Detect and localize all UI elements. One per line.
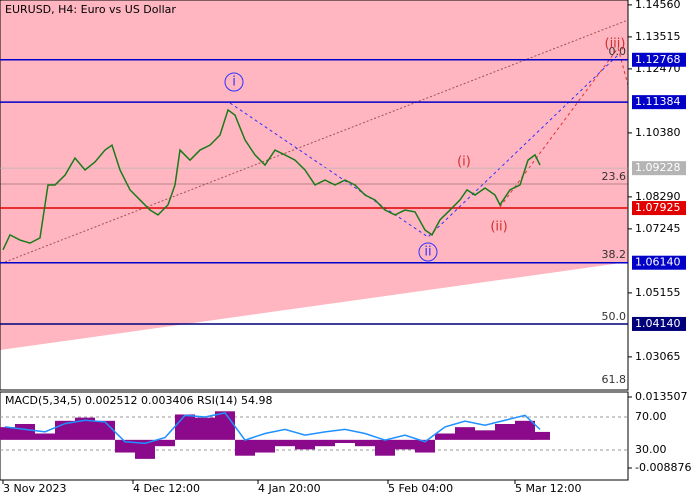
wave-circle [418,242,438,262]
level-label: 1.11384 [635,95,681,108]
macd-bar [335,439,355,444]
level-label: 1.06140 [635,256,681,269]
macd-bar [215,411,235,440]
macd-bar [275,439,295,447]
y-tick-label: 1.05155 [635,286,681,299]
macd-bar [355,439,375,447]
macd-bar [155,439,175,447]
level-label: 1.12768 [635,53,681,66]
macd-bar [395,439,415,450]
level-label-bg [632,201,686,216]
macd-bar [495,423,515,440]
wave-path [229,54,619,238]
macd-bar [195,417,215,440]
price-line [2,108,541,251]
level-label: 1.04140 [635,317,681,330]
y-tick-label: 1.10380 [635,126,681,139]
x-tick-label: 5 Mar 12:00 [515,482,581,495]
y-tick-label: 1.14560 [635,0,681,11]
y-tick-label: 1.08290 [635,190,681,203]
level-label-bg [632,255,686,270]
plot-frame [0,0,629,391]
y-tick-label: 1.07245 [635,222,681,235]
macd-bar [315,439,335,447]
rsi-line [4,412,541,445]
x-tick-label: 5 Feb 04:00 [388,482,453,495]
macd-bar [15,423,35,440]
level-label-bg [632,95,686,110]
x-tick-label: 3 Nov 2023 [3,482,66,495]
y-tick-label: -0.008876 [635,461,691,474]
wave-label: (ii) [490,220,507,235]
y-tick-label: 0.013507 [635,390,688,403]
chart-title: EURUSD, H4: Euro vs US Dollar [5,3,176,16]
macd-bar [235,439,255,456]
fib-label: 23.6 [602,170,627,183]
macd-bar [135,439,155,459]
macd-bar [255,439,275,453]
level-label: 1.09228 [635,161,681,174]
wave-label: (i) [457,155,471,170]
macd-bar [295,439,315,450]
level-label-bg [632,161,686,176]
macd-bar [95,420,115,440]
macd-bar [0,427,15,440]
macd-bar [35,433,55,440]
macd-bar [415,439,435,453]
fib-label: 0.0 [609,45,627,58]
wave-label: i [232,75,236,90]
wave-path [499,46,629,208]
macd-bar [175,414,195,440]
fib-zone [0,262,628,390]
fib-label: 38.2 [602,248,627,261]
y-tick-label: 1.13515 [635,30,681,43]
wave-label: (iii) [605,37,626,52]
y2-tick-label: 30.00 [635,443,667,456]
wave-circle [224,72,244,92]
macd-bar [475,430,495,440]
x-tick-label: 4 Dec 12:00 [133,482,200,495]
y-tick-label: 1.03065 [635,350,681,363]
indicator-label: MACD(5,34,5) 0.002512 0.003406 RSI(14) 5… [5,394,272,407]
macd-bar [530,431,550,440]
level-label-bg [632,316,686,331]
level-label-bg [632,52,686,67]
x-tick-label: 4 Jan 20:00 [258,482,321,495]
fib-label: 50.0 [602,310,627,323]
macd-bar [435,433,455,440]
macd-bar [455,427,475,440]
macd-bar [375,439,395,456]
level-label: 1.07925 [635,201,681,214]
wave-label: ii [424,245,431,260]
y2-tick-label: 70.00 [635,410,667,423]
macd-bar [75,417,95,440]
macd-bar [115,439,135,453]
fib-label: 61.8 [602,373,627,386]
